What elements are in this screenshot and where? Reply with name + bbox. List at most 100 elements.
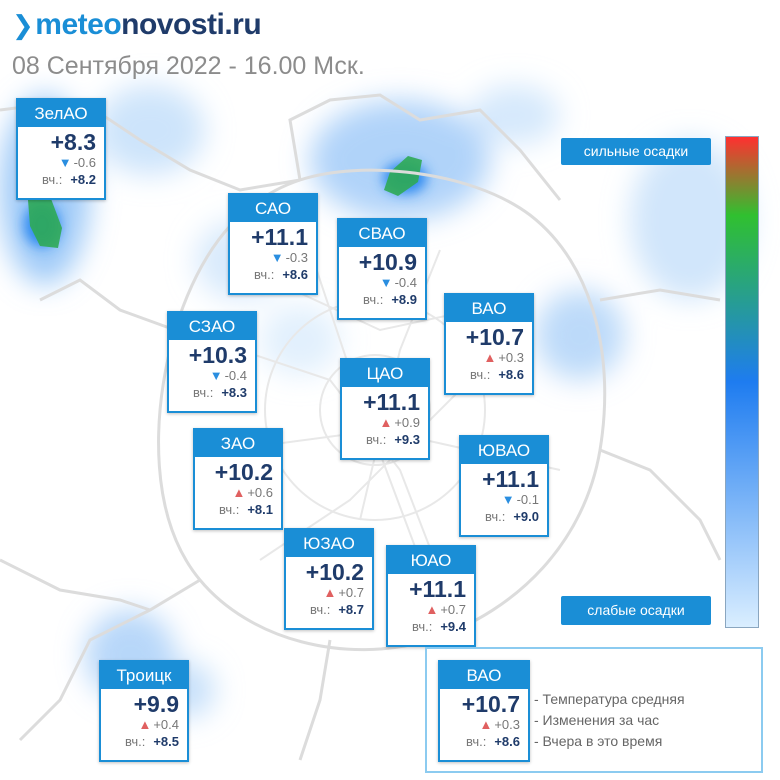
district-name: СВАО <box>339 220 425 247</box>
district-name: САО <box>230 195 316 222</box>
yesterday-value: +8.1 <box>247 502 273 517</box>
district-name: ЗАО <box>195 430 281 457</box>
district-name: ЦАО <box>342 360 428 387</box>
average-temperature: +10.3 <box>188 342 247 368</box>
arrow-up-icon: ▲ <box>138 717 152 732</box>
change-value: +0.3 <box>494 717 520 732</box>
yesterday-row: вч.: +8.7 <box>286 601 372 618</box>
yesterday-row: вч.: +9.4 <box>388 618 474 635</box>
district-card: САО +11.1 ▼ -0.3 вч.: +8.6 <box>228 193 318 295</box>
district-name: СЗАО <box>169 313 255 340</box>
yesterday-label: вч.: <box>470 367 491 382</box>
hourly-change: ▲ +0.7 <box>286 585 372 601</box>
yesterday-label: вч.: <box>219 502 240 517</box>
yesterday-value: +8.2 <box>70 172 96 187</box>
average-temperature: +10.2 <box>214 459 273 485</box>
average-temperature: +10.2 <box>305 559 364 585</box>
legend-line-yesterday: - Вчера в это время <box>534 733 663 749</box>
yesterday-label: вч.: <box>363 292 384 307</box>
average-temperature: +10.7 <box>465 324 524 350</box>
arrow-up-icon: ▲ <box>425 602 439 617</box>
district-card: Троицк +9.9 ▲ +0.4 вч.: +8.5 <box>99 660 189 762</box>
district-card: ЗелАО +8.3 ▼ -0.6 вч.: +8.2 <box>16 98 106 200</box>
yesterday-value: +9.3 <box>394 432 420 447</box>
average-temperature: +11.1 <box>363 389 420 415</box>
arrow-down-icon: ▼ <box>209 368 223 383</box>
yesterday-label: вч.: <box>125 734 146 749</box>
yesterday-label: вч.: <box>466 734 487 749</box>
logo-icon: ❯ <box>12 10 34 40</box>
district-card: ВАО +10.7 ▲ +0.3 вч.: +8.6 <box>444 293 534 395</box>
hourly-change: ▼ -0.3 <box>230 250 316 266</box>
hourly-change: ▲ +0.3 <box>440 717 528 733</box>
yesterday-value: +8.5 <box>153 734 179 749</box>
average-temperature: +10.7 <box>461 691 520 717</box>
average-temperature: +11.1 <box>482 466 539 492</box>
district-card: СВАО +10.9 ▼ -0.4 вч.: +8.9 <box>337 218 427 320</box>
district-name: ЗелАО <box>18 100 104 127</box>
yesterday-value: +9.4 <box>440 619 466 634</box>
scale-label-high: сильные осадки <box>561 138 711 165</box>
district-card: ЮЗАО +10.2 ▲ +0.7 вч.: +8.7 <box>284 528 374 630</box>
arrow-up-icon: ▲ <box>323 585 337 600</box>
brand-logo: ❯meteonovosti.ru <box>12 8 262 42</box>
arrow-up-icon: ▲ <box>379 415 393 430</box>
district-name: Троицк <box>101 662 187 689</box>
change-value: -0.3 <box>285 250 308 265</box>
hourly-change: ▲ +0.6 <box>195 485 281 501</box>
yesterday-value: +8.6 <box>494 734 520 749</box>
district-card: ЮАО +11.1 ▲ +0.7 вч.: +9.4 <box>386 545 476 647</box>
hourly-change: ▲ +0.9 <box>342 415 428 431</box>
change-value: -0.1 <box>516 492 539 507</box>
yesterday-row: вч.: +8.6 <box>446 366 532 383</box>
district-name: ЮВАО <box>461 437 547 464</box>
average-temperature: +11.1 <box>409 576 466 602</box>
yesterday-value: +9.0 <box>513 509 539 524</box>
arrow-up-icon: ▲ <box>232 485 246 500</box>
district-name: ВАО <box>446 295 532 322</box>
yesterday-label: вч.: <box>310 602 331 617</box>
change-value: -0.4 <box>224 368 247 383</box>
yesterday-label: вч.: <box>254 267 275 282</box>
yesterday-value: +8.6 <box>282 267 308 282</box>
hourly-change: ▲ +0.4 <box>101 717 187 733</box>
district-name: ВАО <box>440 662 528 689</box>
change-value: +0.4 <box>153 717 179 732</box>
hourly-change: ▲ +0.3 <box>446 350 532 366</box>
change-value: +0.6 <box>247 485 273 500</box>
average-temperature: +8.3 <box>50 129 96 155</box>
yesterday-label: вч.: <box>42 172 63 187</box>
yesterday-row: вч.: +8.1 <box>195 501 281 518</box>
average-temperature: +9.9 <box>133 691 179 717</box>
yesterday-label: вч.: <box>193 385 214 400</box>
yesterday-row: вч.: +8.5 <box>101 733 187 750</box>
change-value: +0.7 <box>440 602 466 617</box>
yesterday-label: вч.: <box>485 509 506 524</box>
green-precipitation <box>28 156 422 248</box>
arrow-down-icon: ▼ <box>379 275 393 290</box>
brand-prefix: meteo <box>35 8 122 41</box>
arrow-up-icon: ▲ <box>483 350 497 365</box>
date-time-title: 08 Сентября 2022 - 16.00 Мск. <box>12 52 365 80</box>
yesterday-row: вч.: +8.3 <box>169 384 255 401</box>
district-name: ЮАО <box>388 547 474 574</box>
yesterday-value: +8.9 <box>391 292 417 307</box>
yesterday-value: +8.7 <box>338 602 364 617</box>
yesterday-row: вч.: +9.3 <box>342 431 428 448</box>
change-value: -0.6 <box>73 155 96 170</box>
change-value: -0.4 <box>394 275 417 290</box>
district-card: ЦАО +11.1 ▲ +0.9 вч.: +9.3 <box>340 358 430 460</box>
average-temperature: +10.9 <box>358 249 417 275</box>
precipitation-scale-bar <box>725 136 759 628</box>
hourly-change: ▼ -0.1 <box>461 492 547 508</box>
scale-label-low: слабые осадки <box>561 596 711 625</box>
change-value: +0.3 <box>498 350 524 365</box>
yesterday-label: вч.: <box>366 432 387 447</box>
change-value: +0.9 <box>394 415 420 430</box>
arrow-down-icon: ▼ <box>58 155 72 170</box>
yesterday-row: вч.: +8.6 <box>440 733 528 750</box>
hourly-change: ▲ +0.7 <box>388 602 474 618</box>
district-card: ВАО +10.7 ▲ +0.3 вч.: +8.6 <box>438 660 530 762</box>
legend-line-change: - Изменения за час <box>534 712 660 728</box>
change-value: +0.7 <box>338 585 364 600</box>
